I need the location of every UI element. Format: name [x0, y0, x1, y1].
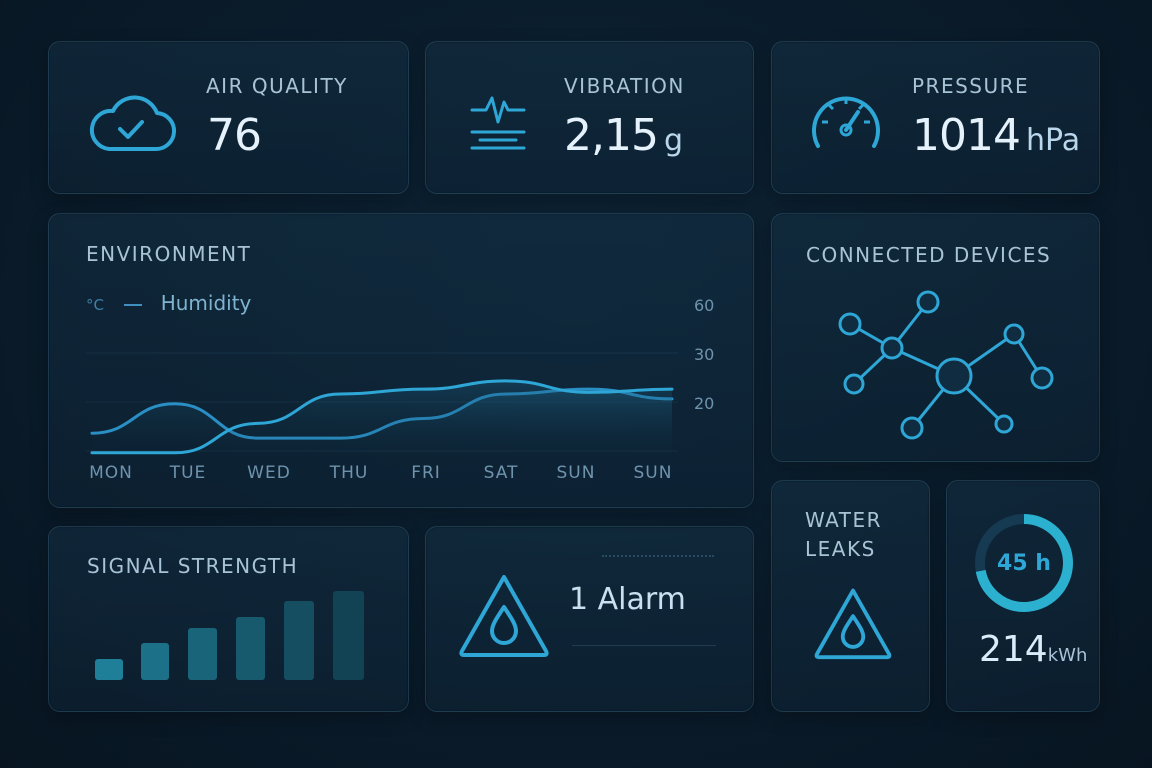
connected-devices-label: CONNECTED DEVICES	[806, 243, 1052, 267]
energy-progress-arc	[975, 514, 1073, 612]
environment-line-chart	[86, 352, 678, 460]
vibration-number: 2,15	[564, 110, 659, 161]
waveform-icon	[470, 96, 526, 150]
y-tick-60: 60	[694, 296, 715, 315]
pressure-unit: hPa	[1025, 123, 1081, 158]
signal-strength-card[interactable]: SIGNAL STRENGTH	[48, 526, 409, 712]
series-area	[92, 380, 672, 460]
pressure-number: 1014	[912, 110, 1021, 161]
chart-series	[90, 379, 674, 460]
energy-unit: kWh	[1047, 645, 1088, 666]
vibration-card[interactable]: VIBRATION 2,15 g	[425, 41, 754, 194]
chart-legend[interactable]: °C Humidity	[86, 291, 251, 315]
signal-bar	[188, 628, 217, 680]
air-quality-value: 76	[207, 110, 262, 161]
day-label: SUN	[556, 463, 596, 483]
energy-value: 214kWh	[979, 629, 1087, 670]
pressure-card[interactable]: PRESSURE 1014 hPa	[771, 41, 1100, 194]
pressure-value: 1014 hPa	[912, 110, 1080, 161]
pressure-label: PRESSURE	[912, 74, 1030, 98]
vibration-unit: g	[663, 123, 684, 158]
alarm-text: 1 Alarm	[569, 582, 686, 617]
network-graph-icon	[838, 290, 1054, 440]
gauge-icon	[812, 96, 880, 148]
y-tick-20: 20	[694, 394, 715, 413]
alarm-underline	[572, 645, 716, 646]
alarm-card[interactable]: 1 Alarm	[425, 526, 754, 712]
day-label: FRI	[411, 463, 441, 483]
vibration-value: 2,15 g	[564, 110, 683, 161]
day-label: WED	[247, 463, 291, 483]
water-leaks-label-line1: WATER	[805, 508, 883, 532]
legend-series-label: Humidity	[160, 291, 252, 315]
connected-devices-card[interactable]: CONNECTED DEVICES	[771, 213, 1100, 462]
warning-drop-icon	[814, 588, 892, 660]
signal-bar	[284, 601, 314, 680]
water-leaks-label-line2: LEAKS	[805, 537, 876, 561]
signal-bar	[236, 617, 265, 680]
signal-bar	[141, 643, 169, 680]
vibration-label: VIBRATION	[564, 74, 685, 98]
legend-unit: °C	[86, 296, 104, 314]
energy-number: 214	[979, 629, 1048, 670]
water-leaks-card[interactable]: WATER LEAKS	[771, 480, 930, 712]
legend-line-icon	[124, 303, 143, 306]
day-label: TUE	[169, 463, 207, 483]
signal-strength-label: SIGNAL STRENGTH	[87, 554, 299, 578]
series-line	[90, 379, 674, 455]
day-label: THU	[329, 463, 369, 483]
day-label: MON	[89, 463, 133, 483]
signal-bar	[95, 659, 123, 680]
warning-drop-icon	[459, 575, 549, 657]
air-quality-label: AIR QUALITY	[206, 74, 348, 98]
energy-ring-text: 45 h	[997, 551, 1051, 576]
air-quality-card[interactable]: AIR QUALITY 76	[48, 41, 409, 194]
environment-label: ENVIRONMENT	[86, 242, 252, 266]
alarm-dotted-divider	[602, 555, 714, 557]
y-tick-30: 30	[694, 345, 715, 364]
energy-card[interactable]: 45 h 214kWh	[946, 480, 1100, 712]
day-label: SAT	[483, 463, 519, 483]
cloud-check-icon	[89, 95, 177, 152]
energy-progress-ring	[975, 514, 1073, 612]
day-label: SUN	[633, 463, 673, 483]
signal-bar	[333, 591, 364, 680]
